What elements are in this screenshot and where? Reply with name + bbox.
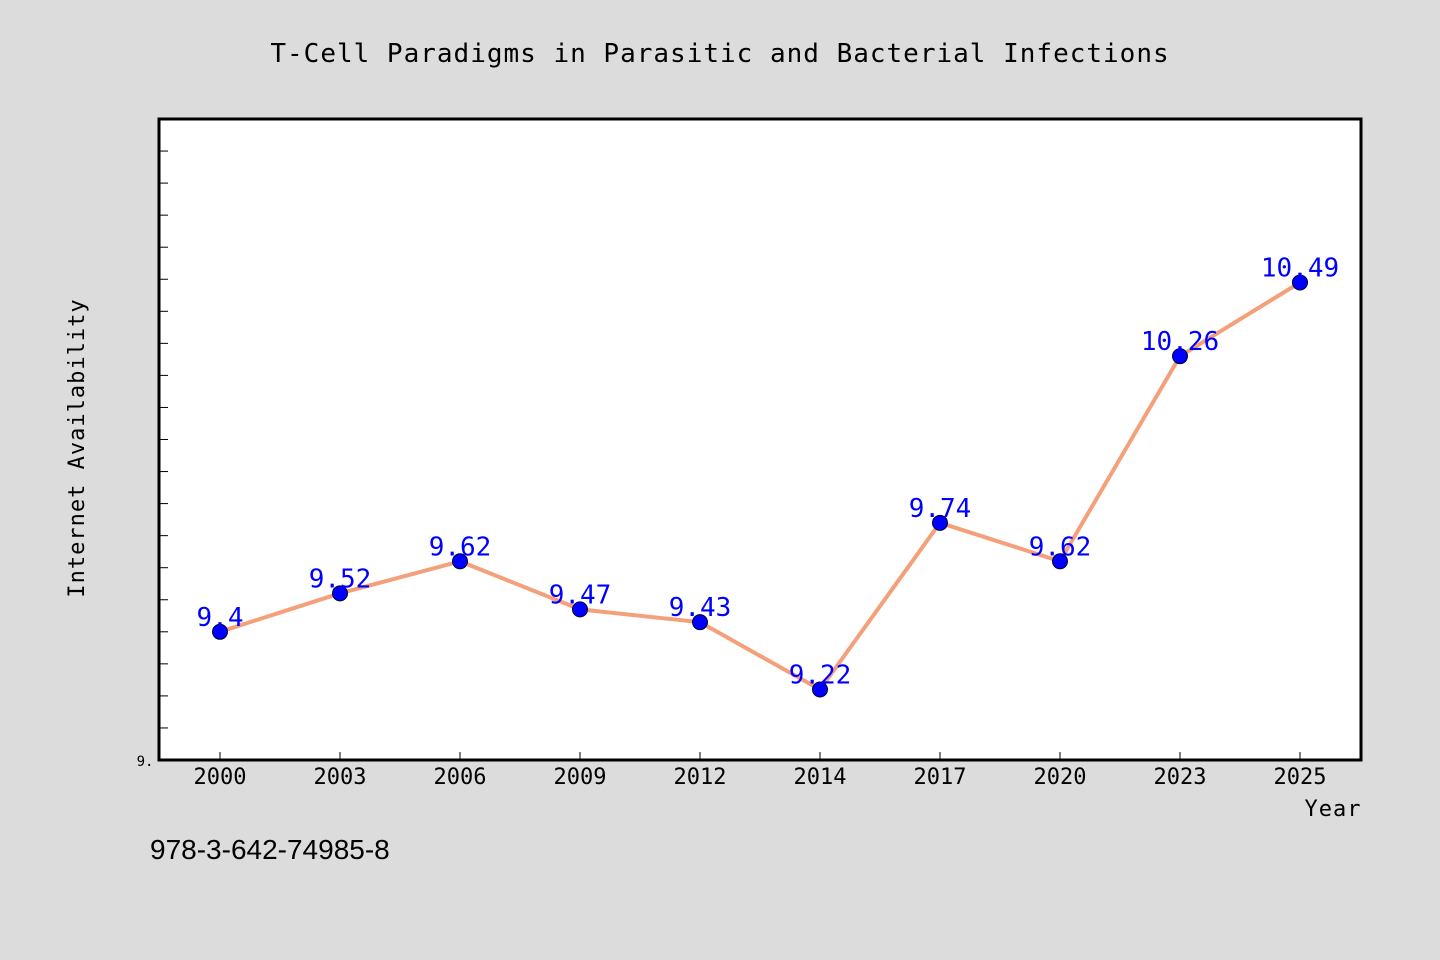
x-tick-label: 2020 (1034, 765, 1087, 790)
data-label: 9.22 (789, 660, 852, 690)
x-tick-label: 2017 (914, 765, 967, 790)
data-label: 9.43 (669, 593, 732, 623)
data-labels-group: 9.4 9.52 9.62 9.47 9.43 9.22 9.74 9.62 10.26 10.4… (197, 253, 1340, 690)
data-label: 9.62 (429, 532, 492, 562)
series-markers-group (212, 274, 1308, 698)
data-label: 9.74 (909, 494, 972, 524)
data-label: 9.52 (309, 564, 372, 594)
x-tick-label: 2003 (314, 765, 367, 790)
y-axis-label: Internet Availability (65, 298, 90, 597)
chart-title: T-Cell Paradigms in Parasitic and Bacter… (270, 39, 1169, 69)
data-point (452, 553, 468, 570)
data-point (1052, 553, 1068, 570)
data-point (1292, 274, 1308, 291)
x-tick-label: 2009 (554, 765, 607, 790)
x-tick-label: 2014 (794, 765, 847, 790)
data-point (1172, 348, 1188, 365)
data-point (212, 623, 228, 640)
data-label: 9.62 (1029, 532, 1092, 562)
series-line (219, 280, 1302, 692)
data-label: 9.4 (197, 603, 244, 633)
plot-area (157, 117, 1363, 762)
series-line-group (219, 280, 1302, 692)
x-tick-label: 2000 (194, 765, 247, 790)
data-point (332, 585, 348, 602)
x-axis-label: Year (1305, 797, 1362, 822)
data-label: 10.49 (1261, 253, 1339, 283)
x-tick-label: 2023 (1154, 765, 1207, 790)
data-point (572, 601, 588, 618)
x-axis-tick-labels: 2000 2003 2006 2009 2012 2014 2017 2020 2023 2025 (194, 765, 1327, 790)
data-point (932, 514, 948, 531)
data-point (692, 614, 708, 631)
data-point (812, 681, 828, 698)
x-axis-ticks (219, 752, 1301, 760)
data-label: 10.26 (1141, 327, 1219, 357)
y-tick-label: 9. (137, 754, 154, 770)
x-tick-label: 2012 (674, 765, 727, 790)
isbn-annotation: 978-3-642-74985-8 (150, 834, 390, 865)
x-tick-label: 2025 (1274, 765, 1327, 790)
data-label: 9.47 (549, 580, 612, 610)
x-tick-label: 2006 (434, 765, 487, 790)
y-axis-ticks (159, 150, 168, 729)
